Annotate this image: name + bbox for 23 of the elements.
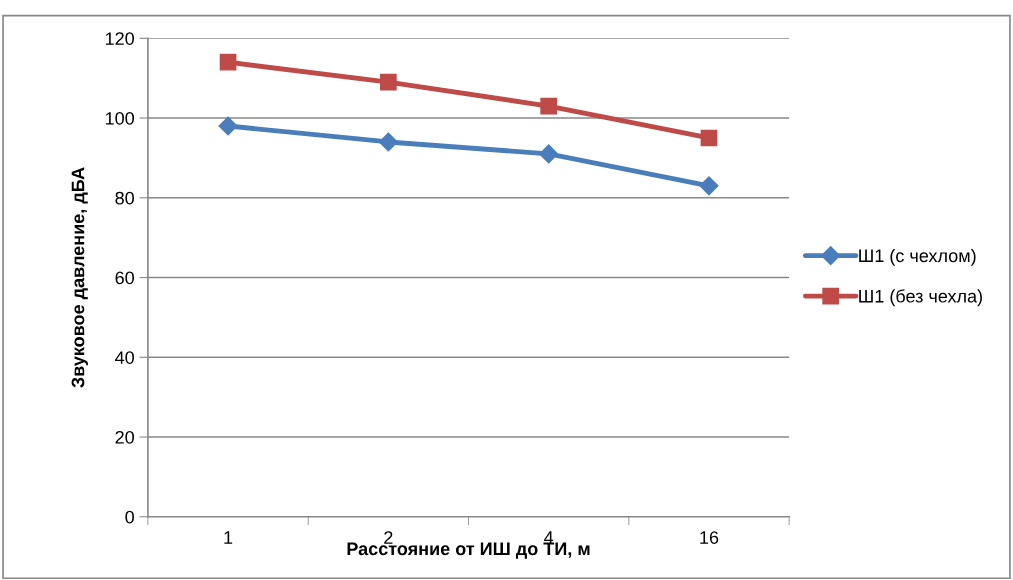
point (699, 176, 719, 196)
y-tick-label: 100 (105, 111, 134, 125)
x-tick-label: 4 (544, 531, 554, 544)
y-tick-label: 40 (115, 351, 134, 364)
y-tick-label: 120 (105, 32, 134, 45)
x-axis-title: Расстояние от ИШ до ТИ, м (347, 542, 590, 559)
legend-label: Ш1 (с чехлом) (859, 248, 976, 266)
y-tick-label: 60 (115, 271, 134, 285)
point (219, 53, 237, 71)
point (218, 116, 238, 136)
y-tick-label: 20 (115, 430, 134, 444)
point (700, 129, 718, 147)
y-tick-label: 0 (125, 510, 134, 524)
point (539, 144, 559, 164)
y-axis-title: Звуковое давление, дБА (71, 167, 88, 388)
x-tick-label: 2 (384, 531, 393, 544)
x-tick-label: 16 (700, 531, 719, 544)
y-tick-label: 80 (115, 191, 134, 205)
x-tick-label: 1 (224, 531, 233, 544)
point (378, 132, 398, 152)
legend-label: Ш1 (без чехла) (859, 289, 982, 307)
point (540, 97, 558, 115)
point (380, 73, 397, 91)
